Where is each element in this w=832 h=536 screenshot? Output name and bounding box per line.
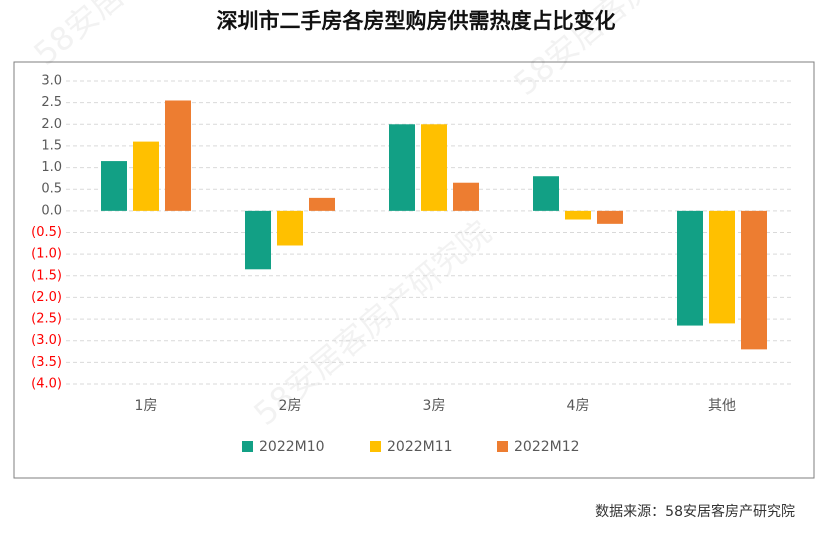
x-tick-label: 2房 <box>279 398 302 414</box>
y-tick-label: (1.0) <box>31 247 62 262</box>
y-tick-label: (2.5) <box>31 312 62 327</box>
legend-swatch <box>497 441 508 452</box>
legend-label: 2022M11 <box>387 439 453 455</box>
bar <box>165 100 191 211</box>
y-tick-label: (3.5) <box>31 355 62 370</box>
bar <box>309 197 335 211</box>
bar <box>709 210 735 324</box>
bar <box>453 182 479 211</box>
bar <box>277 210 303 246</box>
bar <box>741 210 767 350</box>
bar <box>245 210 271 270</box>
bar <box>677 210 703 326</box>
x-tick-label: 1房 <box>135 398 158 414</box>
x-tick-label: 4房 <box>567 398 590 414</box>
y-tick-label: (2.0) <box>31 290 62 305</box>
bar <box>533 176 559 211</box>
legend-label: 2022M12 <box>514 439 580 455</box>
bar <box>421 124 447 211</box>
bar <box>101 161 127 211</box>
y-tick-label: (1.5) <box>31 268 62 283</box>
x-tick-label: 其他 <box>708 398 736 414</box>
y-tick-label: (4.0) <box>31 377 62 392</box>
y-tick-label: (0.5) <box>31 225 62 240</box>
y-tick-label: 2.5 <box>41 95 62 110</box>
y-tick-label: 1.5 <box>41 138 62 153</box>
source-note: 数据来源：58安居客房产研究院 <box>595 503 795 520</box>
bar <box>597 210 623 224</box>
legend-label: 2022M10 <box>259 439 325 455</box>
bar <box>389 124 415 211</box>
x-tick-label: 3房 <box>423 398 446 414</box>
legend-swatch <box>370 441 381 452</box>
y-tick-label: (3.0) <box>31 333 62 348</box>
bar <box>133 141 159 211</box>
watermarks: 58安居客房产研究院58安居客房产研究院58安居客房产研究院 <box>27 0 759 433</box>
chart-title: 深圳市二手房各房型购房供需热度占比变化 <box>217 9 616 33</box>
legend-swatch <box>242 441 253 452</box>
y-tick-label: 1.0 <box>41 160 62 175</box>
bar <box>565 210 591 220</box>
y-tick-label: 0.5 <box>41 182 62 197</box>
y-tick-label: 3.0 <box>41 74 62 89</box>
chart-frame <box>13 61 815 479</box>
y-tick-label: 0.0 <box>41 203 62 218</box>
y-tick-label: 2.0 <box>41 117 62 132</box>
